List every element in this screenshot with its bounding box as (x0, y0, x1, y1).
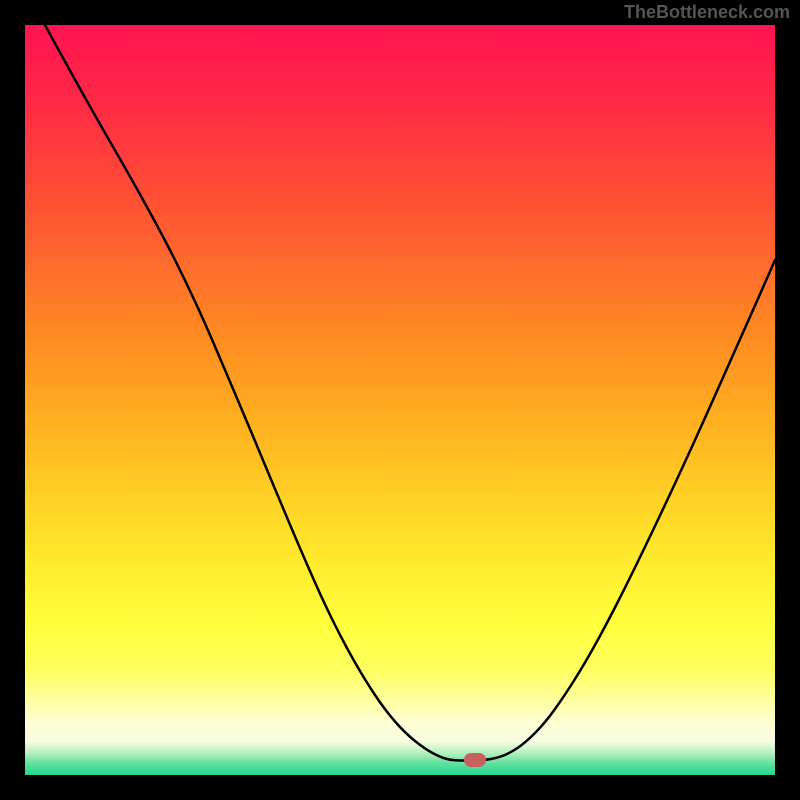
chart-container: TheBottleneck.com (0, 0, 800, 800)
bottleneck-curve (25, 25, 775, 775)
plot-area (25, 25, 775, 775)
attribution-label: TheBottleneck.com (624, 2, 790, 23)
optimal-point-marker (464, 753, 486, 767)
